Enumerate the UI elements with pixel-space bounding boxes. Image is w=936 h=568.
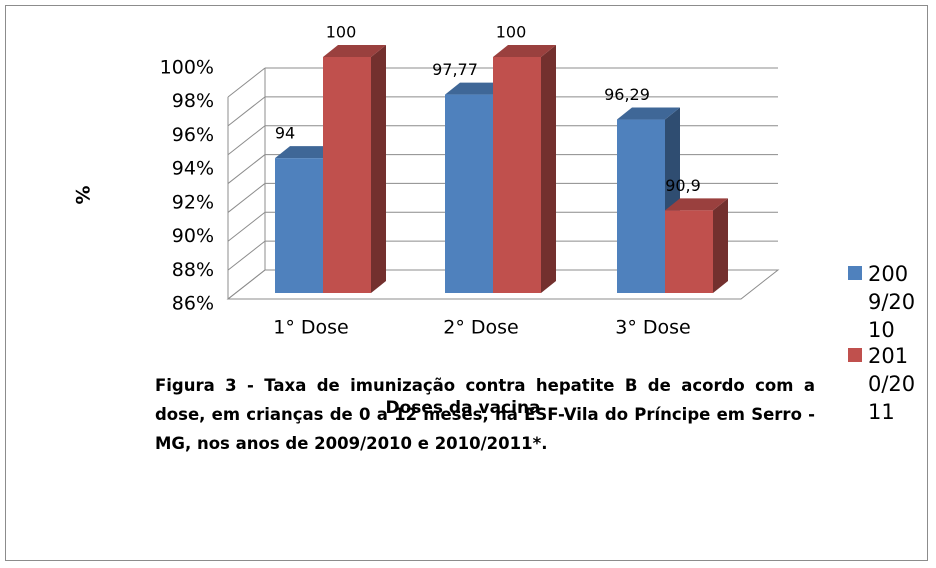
grid-line-side bbox=[227, 240, 266, 271]
bar-top bbox=[617, 107, 680, 120]
bar-top bbox=[445, 82, 508, 95]
x-axis-title: Doses da vacina bbox=[385, 398, 540, 418]
value-label: 96,29 bbox=[604, 85, 650, 104]
bar-front bbox=[617, 119, 665, 293]
x-tick-label: 1° Dose bbox=[273, 317, 348, 339]
bar-top bbox=[323, 45, 386, 57]
bar-top bbox=[493, 45, 556, 57]
y-tick-label: 98% bbox=[172, 90, 214, 112]
value-label: 94 bbox=[275, 124, 295, 143]
legend-label: 2010/2011 bbox=[868, 344, 916, 424]
grid-line-side bbox=[227, 125, 266, 156]
bar bbox=[665, 198, 728, 293]
y-tick-label: 92% bbox=[172, 191, 214, 213]
legend-swatch bbox=[848, 266, 862, 280]
grid-line-side bbox=[227, 154, 266, 184]
bar-side bbox=[541, 45, 556, 293]
y-tick-label: 94% bbox=[172, 158, 214, 180]
y-tick-label: 90% bbox=[172, 225, 214, 247]
y-axis-title: % bbox=[73, 185, 95, 204]
bar-front bbox=[323, 57, 371, 293]
x-tick-label: 3° Dose bbox=[615, 317, 690, 339]
grid-line-side bbox=[227, 269, 266, 300]
y-tick-label: 86% bbox=[172, 293, 214, 315]
bar-front bbox=[445, 94, 493, 293]
value-label: 100 bbox=[496, 23, 527, 42]
y-tick-label: 100% bbox=[160, 57, 214, 79]
caption: Figura 3 - Taxa de imunização contra hep… bbox=[155, 376, 815, 453]
bar bbox=[493, 45, 556, 293]
value-label: 97,77 bbox=[432, 60, 478, 79]
y-tick-label: 88% bbox=[172, 259, 214, 281]
bar-front bbox=[275, 158, 323, 293]
bar-top bbox=[275, 146, 338, 159]
value-label: 100 bbox=[326, 23, 357, 42]
frame bbox=[5, 5, 928, 561]
bar-front bbox=[665, 210, 713, 293]
grid-line-side bbox=[227, 96, 266, 127]
value-label: 90,9 bbox=[665, 176, 701, 195]
grid-line-side bbox=[227, 211, 266, 242]
grid-line-side bbox=[227, 183, 266, 213]
bar-side bbox=[713, 198, 728, 293]
bar-front bbox=[493, 57, 541, 293]
grid-line-side bbox=[227, 67, 266, 98]
legend-label: 2009/2010 bbox=[868, 262, 916, 342]
y-tick-label: 96% bbox=[172, 124, 214, 146]
bar-top bbox=[665, 198, 728, 211]
x-tick-label: 2° Dose bbox=[443, 317, 518, 339]
bar bbox=[323, 45, 386, 293]
legend-swatch bbox=[848, 348, 862, 362]
bar-side bbox=[371, 45, 386, 293]
